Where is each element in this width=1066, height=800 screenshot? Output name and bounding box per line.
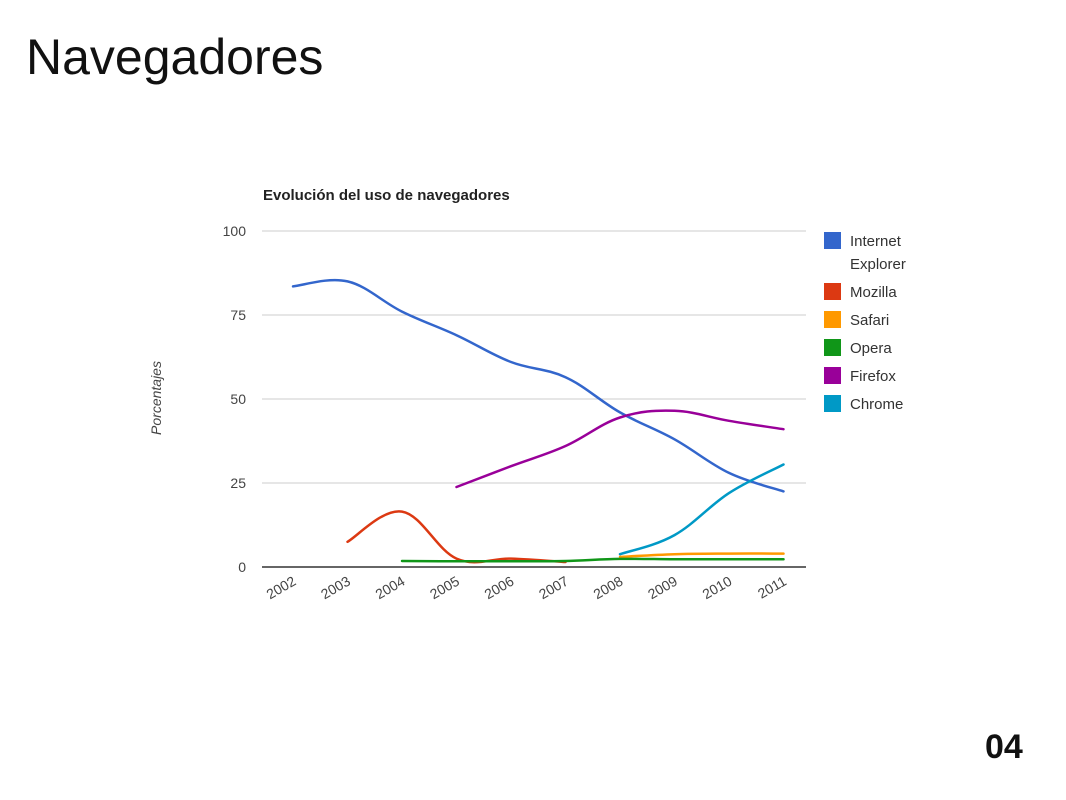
x-tick-label: 2008	[591, 573, 626, 603]
x-tick-label: 2007	[536, 573, 571, 603]
page-number: 04	[985, 728, 1023, 766]
legend-label-opera: Opera	[850, 340, 892, 357]
series-line-firefox	[455, 409, 785, 489]
legend-label-firefox: Firefox	[850, 368, 896, 385]
series-line-mozilla	[346, 510, 567, 564]
legend-label-safari: Safari	[850, 312, 889, 329]
legend-label-mozilla: Mozilla	[850, 284, 897, 301]
x-tick-label: 2002	[264, 573, 299, 603]
y-tick-label: 75	[230, 307, 246, 323]
x-tick-label: 2006	[482, 573, 517, 603]
series-line-safari	[618, 552, 785, 559]
x-tick-label: 2005	[427, 573, 462, 603]
legend-swatch-mozilla	[824, 283, 841, 300]
legend-swatch-firefox	[824, 367, 841, 384]
legend-label-internet-explorer: Internet	[850, 233, 902, 250]
series-line-opera	[400, 557, 785, 563]
gridlines	[262, 230, 806, 484]
y-tick-label: 50	[230, 391, 246, 407]
legend-label-chrome: Chrome	[850, 396, 903, 413]
series-line-internet-explorer	[291, 278, 785, 493]
x-tick-label: 2010	[700, 573, 735, 603]
series-lines	[291, 278, 785, 564]
y-tick-label: 100	[223, 223, 247, 239]
y-tick-label: 0	[238, 559, 246, 575]
chart-title: Evolución del uso de navegadores	[263, 187, 510, 204]
legend-swatch-chrome	[824, 395, 841, 412]
legend-swatch-opera	[824, 339, 841, 356]
x-tick-label: 2011	[755, 573, 789, 602]
slide-title: Navegadores	[26, 29, 324, 85]
legend-swatch-internet-explorer	[824, 232, 841, 249]
legend-swatch-safari	[824, 311, 841, 328]
legend: Internet Explorer Mozilla Safari Opera Firefo…	[824, 232, 906, 413]
x-tick-label: 2003	[318, 573, 353, 603]
x-tick-label: 2009	[645, 573, 680, 603]
legend-label-internet-explorer: Explorer	[850, 256, 906, 273]
series-line-chrome	[618, 463, 785, 556]
y-tick-label: 25	[230, 475, 246, 491]
axes: 0 25 50 75 100 2002 2003 2004 2005 2006 2007 2008 20…	[223, 223, 806, 602]
y-axis-label: Porcentajes	[148, 361, 164, 435]
x-tick-label: 2004	[373, 573, 408, 603]
